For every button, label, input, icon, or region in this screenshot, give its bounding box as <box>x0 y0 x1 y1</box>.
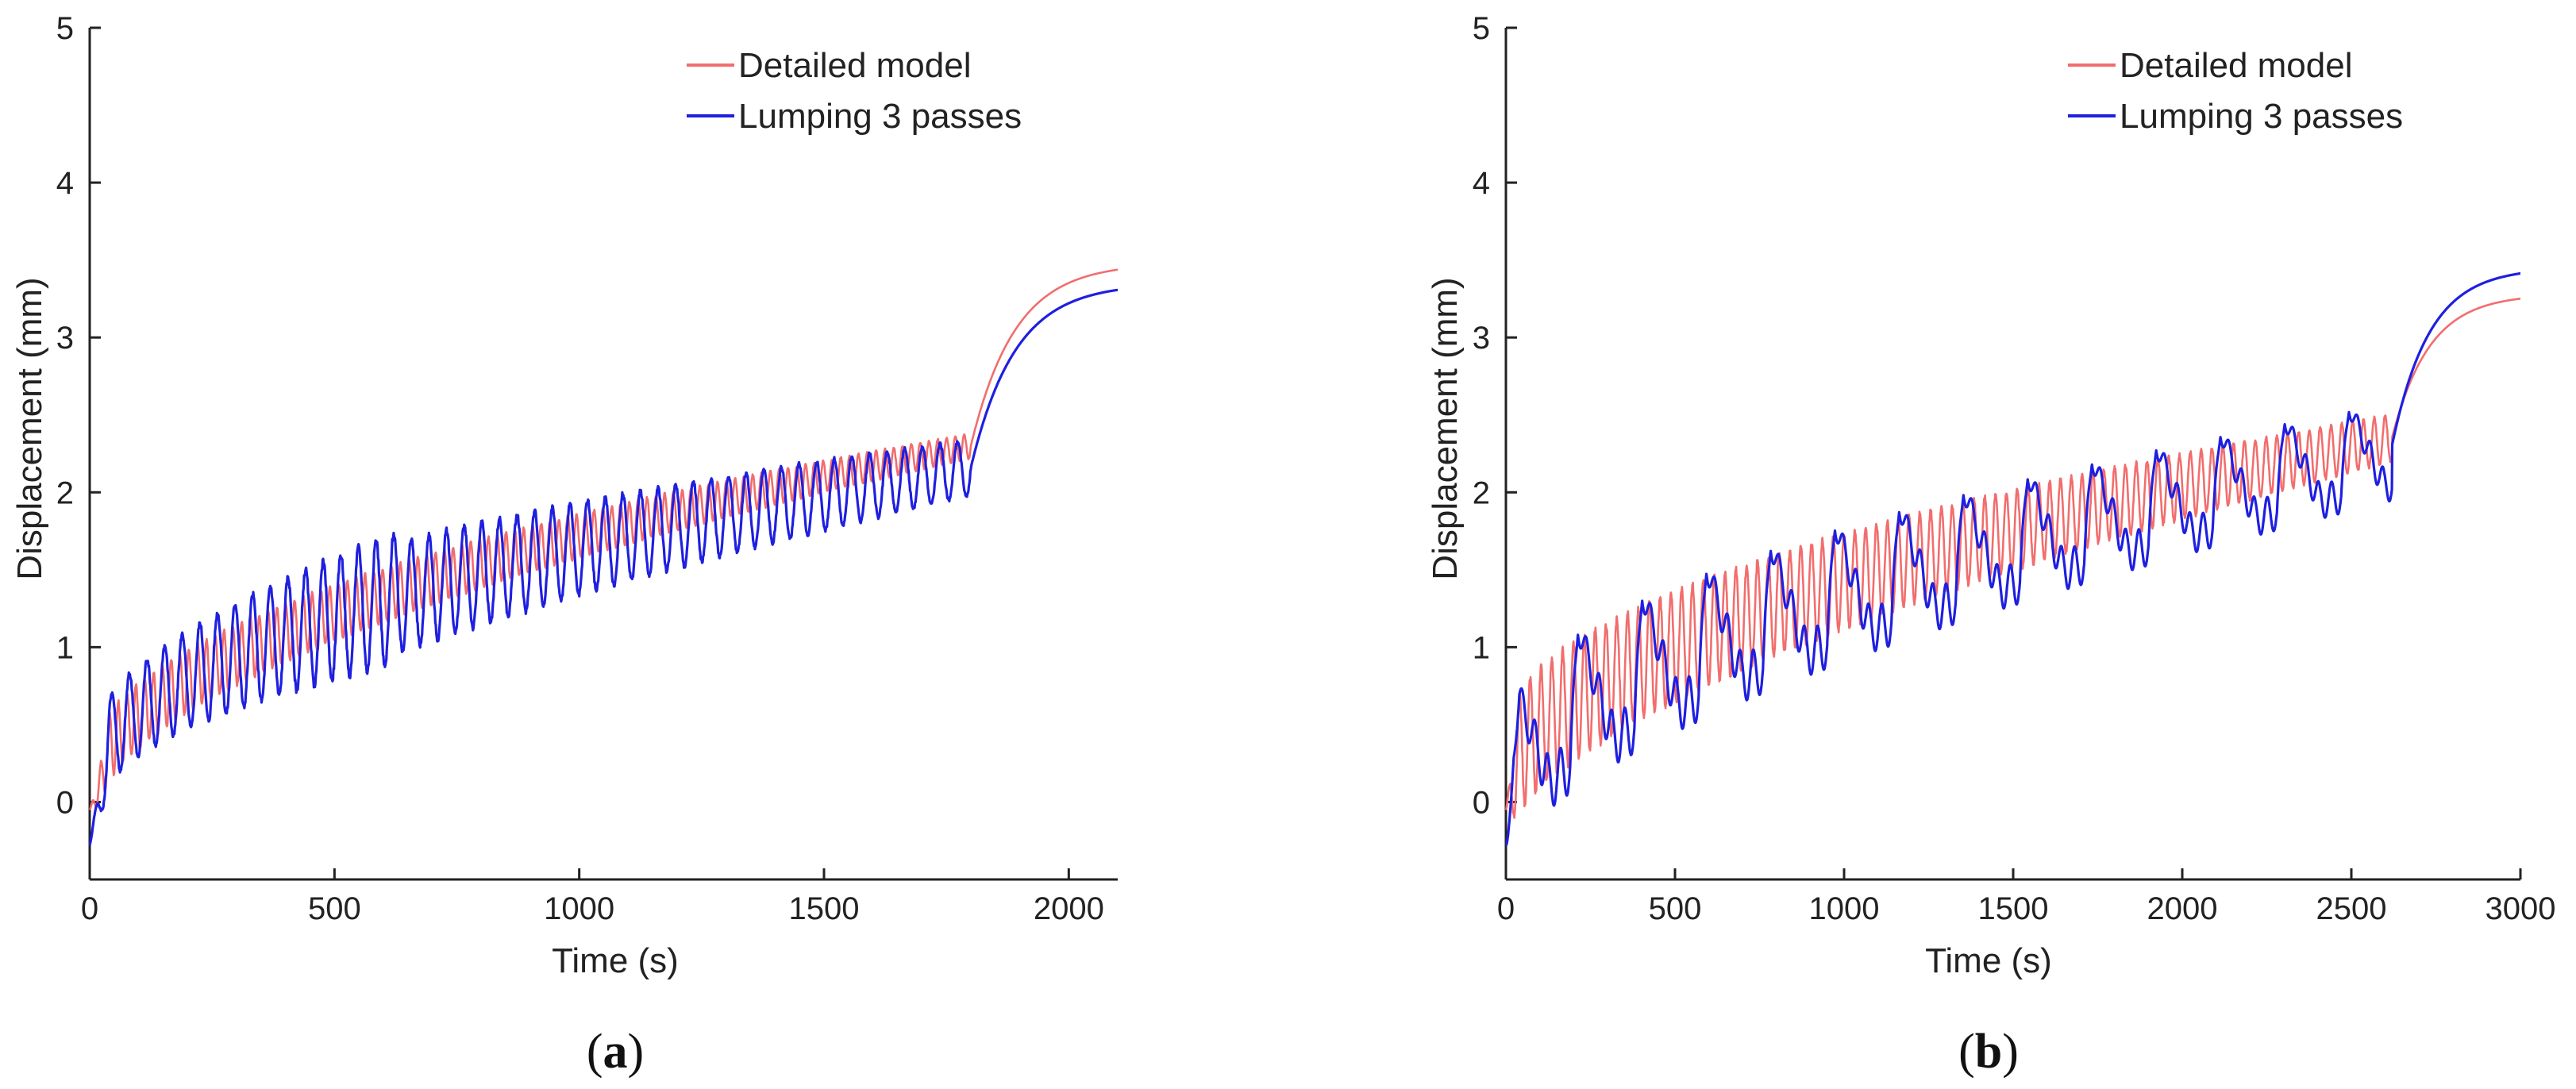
y-tick-label: 4 <box>56 166 74 201</box>
x-tick-label: 500 <box>308 891 361 926</box>
y-tick-label: 5 <box>1473 11 1490 46</box>
legend-label-detailed-a: Detailed model <box>738 46 972 85</box>
y-tick-label: 4 <box>1473 166 1490 201</box>
panel-caption-b: (b) <box>1958 1025 2019 1079</box>
y-tick-label: 2 <box>56 475 74 510</box>
x-tick-label: 500 <box>1649 891 1702 926</box>
x-tick-label: 2000 <box>2147 891 2218 926</box>
series-line-lumping-3-passes-a <box>88 288 1119 846</box>
legend-label-lumping-a: Lumping 3 passes <box>738 97 1022 136</box>
x-tick-label: 1000 <box>1809 891 1880 926</box>
tick-labels-a: 0 500 1000 1500 2000 0 1 2 3 4 5 <box>56 11 1104 926</box>
x-tick-label: 1500 <box>789 891 860 926</box>
series-line-detailed-model-a <box>88 268 1119 810</box>
axes-frame-b <box>1504 26 2522 881</box>
legend-b: Detailed model Lumping 3 passes <box>2068 46 2403 136</box>
panel-caption-a: (a) <box>587 1025 644 1079</box>
series-group-a <box>88 268 1119 846</box>
x-tick-label: 0 <box>1497 891 1515 926</box>
x-axis-label-b: Time (s) <box>1925 941 2052 980</box>
x-tick-label: 0 <box>81 891 98 926</box>
y-tick-label: 1 <box>56 630 74 665</box>
y-axis-label-a: Displacement (mm) <box>10 277 49 579</box>
x-axis-label-a: Time (s) <box>552 941 679 980</box>
y-tick-label: 0 <box>1473 785 1490 820</box>
series-group-b <box>1504 271 2522 847</box>
series-line-lumping-3-passes-b <box>1504 271 2522 847</box>
legend-label-detailed-b: Detailed model <box>2120 46 2353 85</box>
y-axis-label-b: Displacement (mm) <box>1426 277 1465 579</box>
x-tick-label: 3000 <box>2486 891 2556 926</box>
legend-label-lumping-b: Lumping 3 passes <box>2120 97 2403 136</box>
x-tick-label: 2500 <box>2316 891 2387 926</box>
axes-frame-a <box>88 26 1118 881</box>
y-tick-label: 5 <box>56 11 74 46</box>
x-tick-label: 1500 <box>1978 891 2049 926</box>
chart-panel-a: 0 500 1000 1500 2000 0 1 2 3 4 5 Time (s) Displace… <box>10 11 1119 1079</box>
x-tick-label: 2000 <box>1034 891 1104 926</box>
y-tick-label: 2 <box>1473 475 1490 510</box>
y-tick-label: 0 <box>56 785 74 820</box>
tick-labels-b: 0 500 1000 1500 2000 2500 3000 0 1 2 3 4 5 <box>1473 11 2556 926</box>
legend-a: Detailed model Lumping 3 passes <box>687 46 1022 136</box>
series-line-detailed-model-b <box>1504 298 2521 819</box>
y-tick-label: 1 <box>1473 630 1490 665</box>
x-tick-label: 1000 <box>544 891 614 926</box>
y-tick-label: 3 <box>56 321 74 356</box>
y-tick-label: 3 <box>1473 321 1490 356</box>
